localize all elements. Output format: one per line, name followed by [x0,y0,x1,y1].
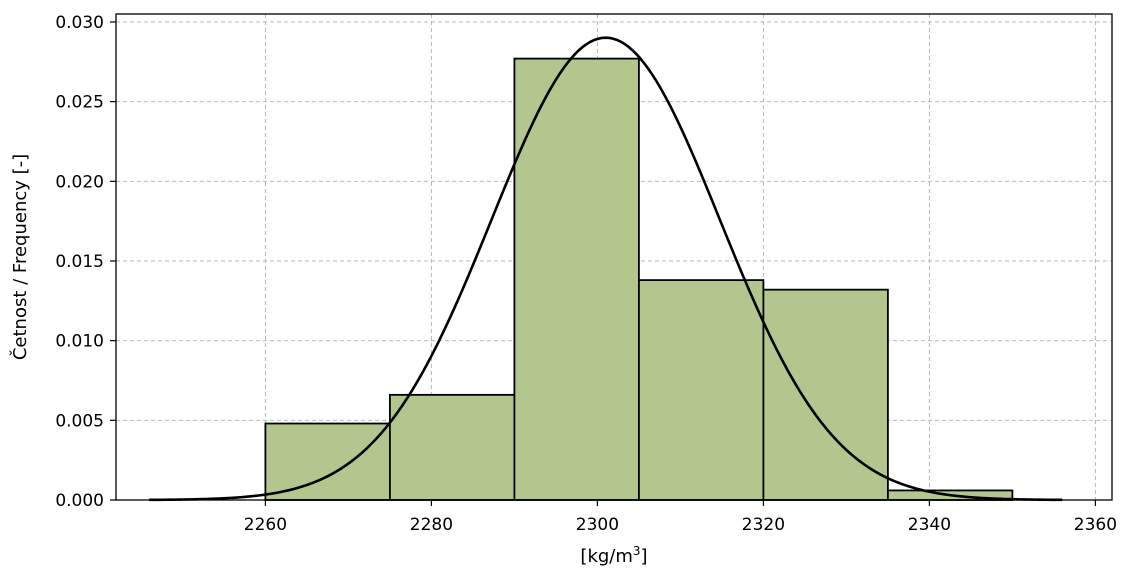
x-axis-label-base: [kg/m [580,546,632,567]
histogram-bar [388,393,516,501]
plot-frame [115,13,1113,501]
y-tick-label: 0.015 [55,252,104,272]
x-axis-label: [kg/m3] [580,544,647,567]
x-axis-ticks: 2260 2280 2300 2320 2340 2360 [244,500,1117,535]
normal-distribution-curve [149,36,1063,502]
y-tick-label: 0.010 [55,332,104,352]
y-tick-label: 0.030 [55,13,104,33]
x-axis-label-superscript: 3 [633,544,641,558]
y-axis-ticks: 0.000 0.005 0.010 0.015 0.020 0.025 0.030 [55,13,116,511]
y-tick-label: 0.000 [55,491,104,511]
y-tick-label: 0.025 [55,93,104,113]
histogram-bar [264,422,391,501]
y-axis-label: Četnost / Frequency [-] [9,154,31,360]
x-tick-label: 2340 [908,515,951,535]
x-tick-label: 2260 [244,515,287,535]
y-tick-label: 0.005 [55,411,104,431]
x-tick-label: 2300 [576,515,619,535]
x-tick-label: 2320 [742,515,785,535]
histogram-bars [264,57,1014,501]
x-tick-label: 2280 [410,515,453,535]
x-axis-label-end: ] [641,546,648,567]
histogram-bar [638,279,765,501]
y-tick-label: 0.020 [55,172,104,192]
x-tick-label: 2360 [1074,515,1117,535]
histogram-bar [513,57,640,501]
